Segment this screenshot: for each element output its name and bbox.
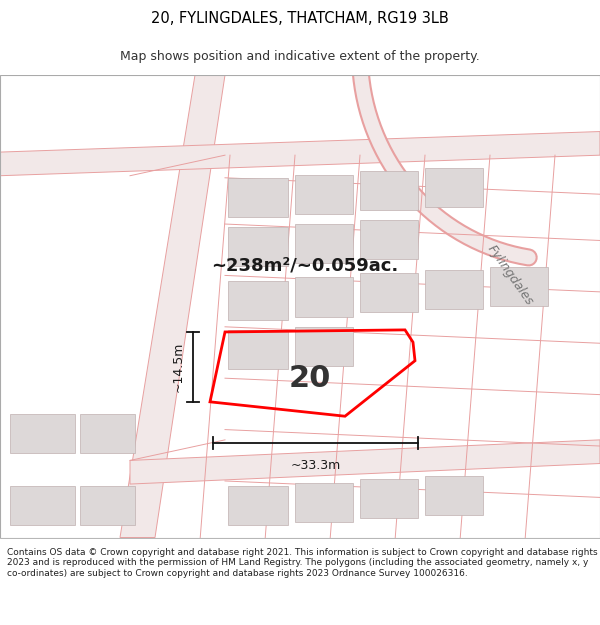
Bar [360, 171, 418, 209]
Bar [425, 270, 483, 309]
Bar [295, 278, 353, 316]
Bar [10, 414, 75, 453]
Polygon shape [130, 440, 600, 484]
Bar [360, 220, 418, 259]
Bar [360, 479, 418, 518]
Bar [228, 330, 288, 369]
Bar [360, 273, 418, 312]
Text: ~14.5m: ~14.5m [172, 342, 185, 392]
Text: Fylingdales: Fylingdales [484, 242, 536, 308]
Bar [295, 483, 353, 522]
Bar [425, 476, 483, 515]
Text: ~238m²/~0.059ac.: ~238m²/~0.059ac. [211, 256, 398, 274]
Bar [490, 268, 548, 306]
Text: 20, FYLINGDALES, THATCHAM, RG19 3LB: 20, FYLINGDALES, THATCHAM, RG19 3LB [151, 11, 449, 26]
Bar [425, 168, 483, 206]
Bar [228, 281, 288, 319]
Text: ~33.3m: ~33.3m [290, 459, 341, 472]
Bar [295, 224, 353, 263]
Bar [228, 177, 288, 217]
Bar [295, 327, 353, 366]
Text: 20: 20 [289, 364, 331, 392]
Bar [80, 414, 135, 453]
Bar [228, 486, 288, 525]
Bar [80, 486, 135, 525]
Polygon shape [0, 131, 600, 176]
Text: Map shows position and indicative extent of the property.: Map shows position and indicative extent… [120, 50, 480, 62]
Bar [10, 486, 75, 525]
Bar [295, 175, 353, 214]
Text: Contains OS data © Crown copyright and database right 2021. This information is : Contains OS data © Crown copyright and d… [7, 548, 598, 578]
Polygon shape [120, 75, 225, 538]
Bar [228, 227, 288, 266]
